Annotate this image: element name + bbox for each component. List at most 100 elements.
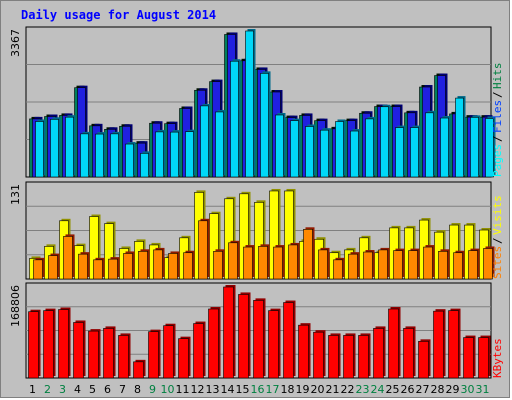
bar-sites-day-7 (123, 253, 133, 280)
legend-separator: / (491, 237, 504, 244)
bar-kbytes-day-20 (313, 331, 324, 379)
x-tick-label-day-23: 23 (356, 383, 370, 396)
bar-kbytes-day-8 (133, 361, 144, 379)
panel-visits-y-max-label: 131 (9, 184, 22, 205)
bar-kbytes-day-28 (433, 310, 444, 379)
x-tick-label-day-25: 25 (386, 383, 400, 396)
bar-sites-day-1 (33, 259, 43, 280)
bar-pages-day-11 (185, 131, 194, 178)
legend-sites: Sites (491, 246, 504, 279)
bar-kbytes-day-14 (223, 286, 234, 379)
bar-sites-day-21 (333, 259, 343, 280)
bar-sites-day-4 (78, 253, 88, 280)
x-tick-label-day-8: 8 (134, 383, 141, 396)
bar-pages-day-22 (350, 130, 359, 178)
x-tick-label-day-3: 3 (59, 383, 66, 396)
legend-files: Files (491, 100, 504, 133)
bar-kbytes-day-21 (328, 335, 339, 379)
bar-sites-day-12 (198, 220, 208, 280)
x-tick-label-day-19: 19 (296, 383, 310, 396)
bar-pages-day-10 (170, 131, 179, 178)
bar-kbytes-day-18 (283, 302, 294, 379)
x-tick-label-day-24: 24 (371, 383, 385, 396)
bar-pages-day-14 (230, 60, 239, 178)
legend-hits: Hits (491, 63, 504, 90)
bar-pages-day-28 (440, 117, 449, 178)
bar-kbytes-day-26 (403, 328, 414, 379)
bar-pages-day-21 (335, 121, 344, 178)
bar-pages-day-25 (395, 127, 404, 178)
bar-kbytes-day-6 (103, 328, 114, 379)
bar-sites-day-9 (153, 249, 163, 280)
bar-sites-day-15 (243, 246, 253, 280)
bar-kbytes-day-19 (298, 324, 309, 379)
bar-kbytes-day-15 (238, 294, 249, 379)
bar-pages-day-12 (200, 105, 209, 178)
x-tick-label-day-30: 30 (461, 383, 475, 396)
bar-pages-day-26 (410, 127, 419, 178)
x-tick-label-day-5: 5 (89, 383, 96, 396)
bar-pages-day-6 (110, 133, 119, 178)
bar-sites-day-22 (348, 253, 358, 280)
bar-sites-day-13 (213, 251, 223, 280)
bar-pages-day-2 (50, 119, 59, 178)
bar-kbytes-day-30 (463, 337, 474, 379)
x-tick-label-day-2: 2 (44, 383, 51, 396)
legend-separator: / (491, 91, 504, 98)
bar-sites-day-11 (183, 252, 193, 280)
bar-pages-day-20 (320, 129, 329, 178)
x-tick-label-day-14: 14 (221, 383, 235, 396)
bar-kbytes-day-10 (163, 325, 174, 379)
legend-visits: Visits (491, 195, 504, 235)
bar-sites-day-10 (168, 253, 178, 280)
x-tick-label-day-18: 18 (281, 383, 295, 396)
bar-sites-day-20 (318, 249, 328, 280)
bar-kbytes-day-5 (88, 330, 99, 379)
bar-kbytes-day-22 (343, 335, 354, 379)
bar-pages-day-7 (125, 143, 134, 178)
x-tick-label-day-26: 26 (401, 383, 415, 396)
x-tick-label-day-12: 12 (191, 383, 205, 396)
x-tick-label-day-7: 7 (119, 383, 126, 396)
series-kbytes (28, 285, 491, 379)
bar-kbytes-day-1 (28, 311, 39, 379)
panel-visits-legend: Sites / Visits (491, 195, 504, 279)
bar-pages-day-23 (365, 118, 374, 178)
x-tick-label-day-4: 4 (74, 383, 81, 396)
x-tick-label-day-15: 15 (236, 383, 250, 396)
x-tick-label-day-11: 11 (176, 383, 190, 396)
bar-pages-day-31 (485, 118, 494, 178)
bar-pages-day-3 (65, 116, 74, 178)
panel-kbytes: 168806 KBytes (9, 282, 504, 379)
bar-kbytes-day-7 (118, 335, 129, 379)
bar-kbytes-day-29 (448, 310, 459, 379)
bar-pages-day-8 (140, 153, 149, 178)
x-tick-label-day-31: 31 (476, 383, 490, 396)
bar-pages-day-18 (290, 120, 299, 178)
bar-sites-day-23 (363, 251, 373, 280)
bar-kbytes-day-31 (478, 337, 489, 379)
bar-sites-day-24 (378, 249, 388, 280)
bar-sites-day-25 (393, 250, 403, 280)
series-pages (35, 29, 496, 178)
x-axis-labels: 1 2 3 4 5 6 7 8 9 10 11 12 13 14 15 16 17 18 19 20 21 22 23 24 2… (29, 383, 490, 396)
bar-pages-day-29 (455, 97, 464, 178)
bar-pages-day-17 (275, 114, 284, 178)
bar-sites-day-5 (93, 259, 103, 280)
bar-kbytes-day-2 (43, 310, 54, 379)
bar-sites-day-8 (138, 251, 148, 280)
legend-kbytes: KBytes (491, 338, 504, 378)
bar-kbytes-day-27 (418, 341, 429, 379)
panel-visits: 131 Sites / Visits (9, 181, 504, 280)
bar-sites-day-14 (228, 242, 238, 280)
bar-sites-day-30 (468, 250, 478, 280)
bar-pages-day-4 (80, 133, 89, 178)
bar-pages-day-30 (470, 117, 479, 178)
x-tick-label-day-29: 29 (446, 383, 460, 396)
bar-kbytes-day-9 (148, 331, 159, 379)
x-tick-label-day-13: 13 (206, 383, 220, 396)
bar-kbytes-day-3 (58, 309, 69, 379)
